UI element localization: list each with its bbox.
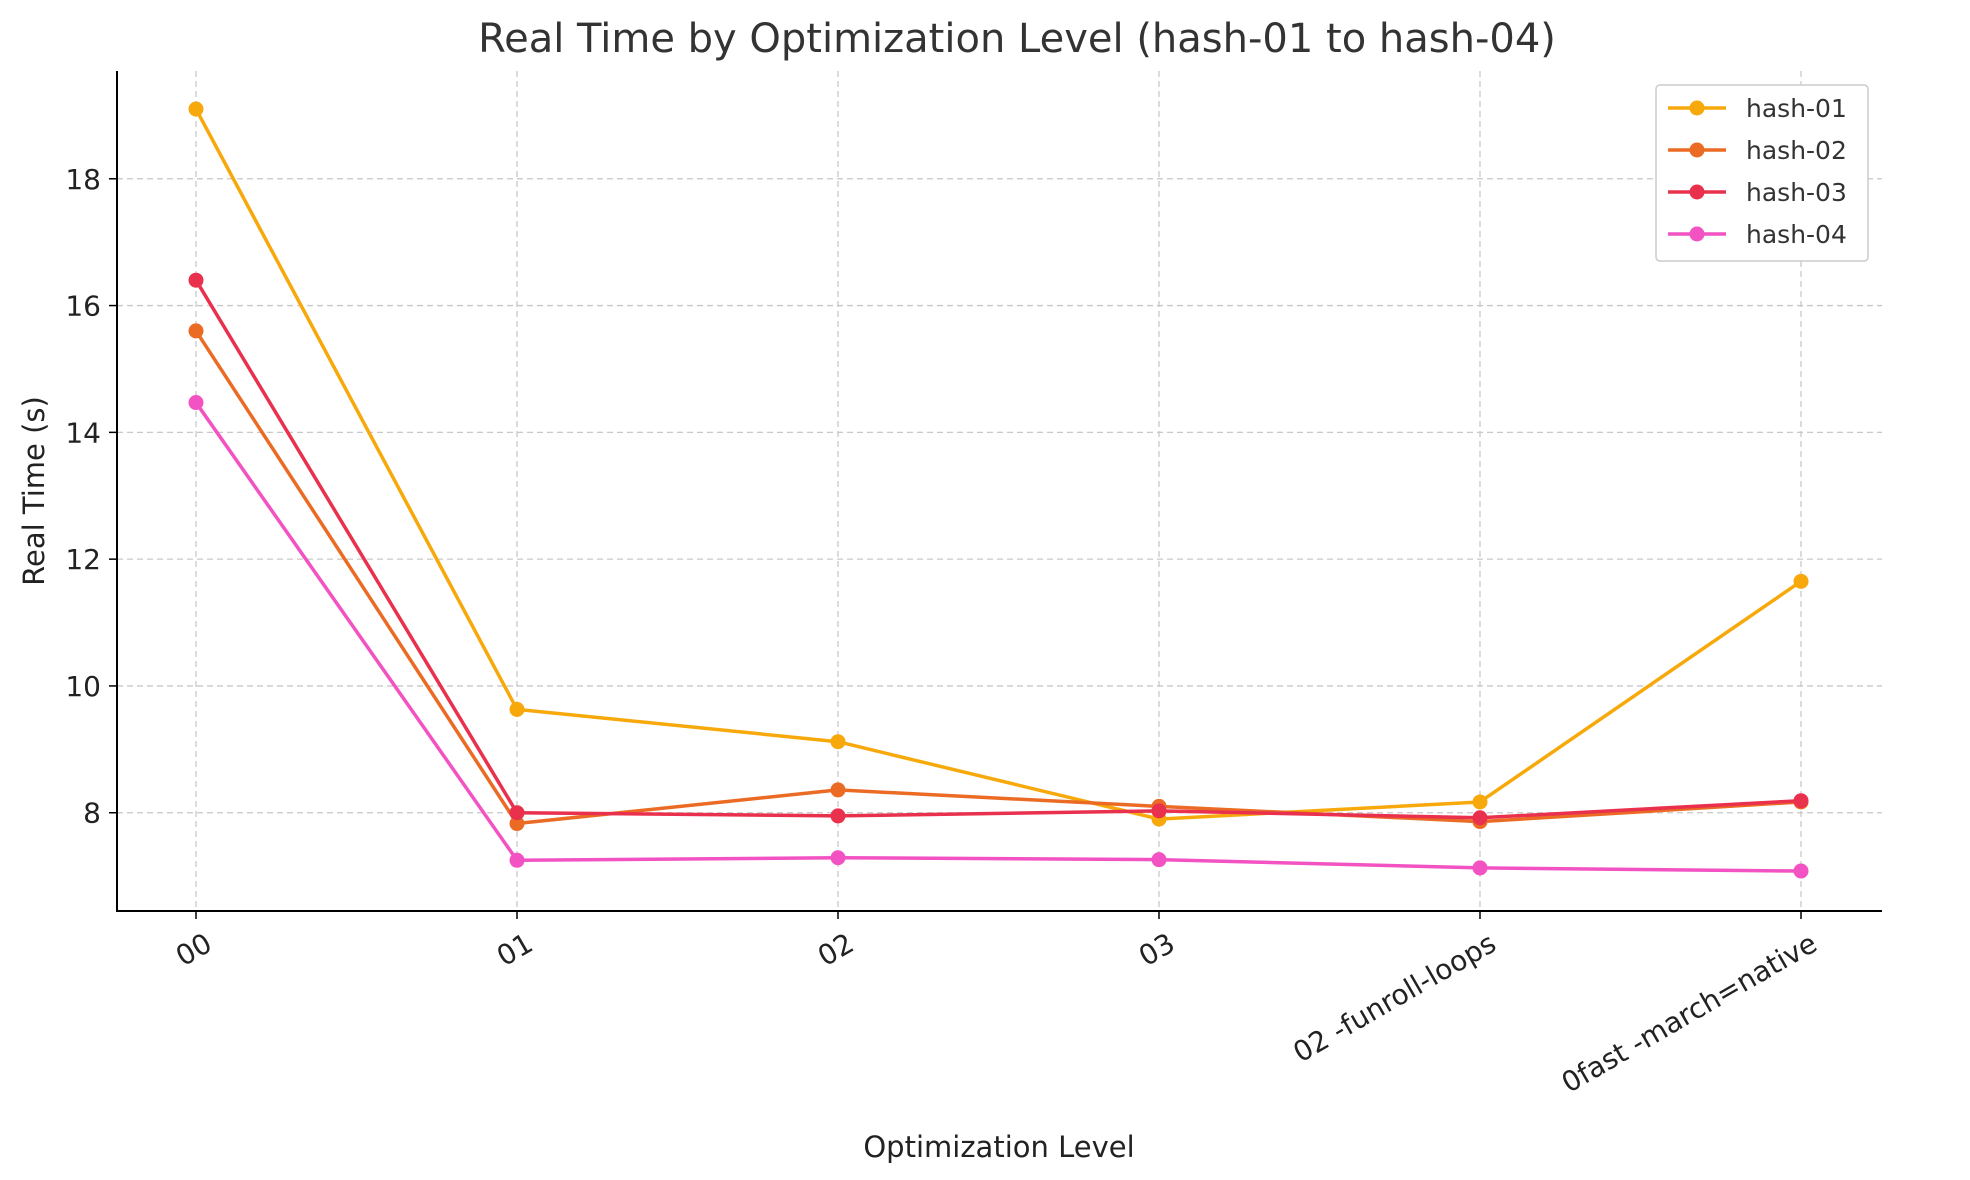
legend-swatch-marker (1689, 226, 1705, 242)
series-line (194, 279, 1802, 820)
x-tick-label: 01 (491, 926, 538, 972)
data-point (188, 101, 204, 117)
data-point (1793, 863, 1809, 879)
legend-item: hash-02 (1668, 136, 1847, 165)
legend-item: hash-01 (1668, 94, 1847, 123)
data-point (1793, 793, 1809, 809)
legend-swatch-marker (1689, 100, 1705, 116)
chart-title: Real Time by Optimization Level (hash-01… (478, 16, 1556, 62)
data-point (830, 782, 846, 798)
x-axis-label: Optimization Level (863, 1130, 1134, 1164)
legend-item: hash-04 (1668, 220, 1847, 249)
data-point (1151, 803, 1167, 819)
series-line (194, 329, 1802, 826)
y-axis-label: Real Time (s) (17, 396, 51, 586)
x-axis-ticks: 00 01 02 03 02 -funroll-loops 0fast -march=na… (170, 911, 1823, 1099)
legend-label: hash-01 (1746, 94, 1847, 123)
data-point (1793, 573, 1809, 589)
x-tick-label: 03 (1133, 926, 1180, 972)
data-point (509, 701, 525, 717)
grid-lines (117, 71, 1882, 911)
data-point (1472, 860, 1488, 876)
series-hash-03 (188, 272, 1809, 826)
data-point (188, 395, 204, 411)
axes (116, 71, 1882, 912)
x-tick-label: 00 (170, 926, 217, 972)
series-lines (188, 101, 1809, 879)
legend-swatch-marker (1689, 184, 1705, 200)
legend-label: hash-02 (1746, 136, 1847, 165)
data-point (1151, 852, 1167, 868)
data-point (509, 805, 525, 821)
legend-box (1655, 84, 1869, 262)
y-tick-label: 10 (65, 670, 101, 703)
x-tick-label: 02 (812, 926, 859, 972)
data-point (830, 734, 846, 750)
series-hash-04 (188, 395, 1809, 879)
series-line (194, 401, 1802, 873)
legend-label: hash-03 (1746, 178, 1847, 207)
x-tick-label: 02 -funroll-loops (1287, 926, 1501, 1069)
y-axis-ticks: 8 10 12 14 16 18 (65, 163, 117, 830)
y-tick-label: 16 (65, 290, 101, 323)
x-tick-label: 0fast -march=native (1556, 926, 1823, 1099)
data-point (509, 852, 525, 868)
y-tick-label: 12 (65, 543, 101, 576)
data-point (1472, 794, 1488, 810)
legend-label: hash-04 (1746, 220, 1847, 249)
data-point (188, 272, 204, 288)
data-point (830, 850, 846, 866)
data-point (188, 323, 204, 339)
y-tick-label: 8 (83, 797, 101, 830)
legend-swatch-marker (1689, 142, 1705, 158)
data-point (830, 808, 846, 824)
y-tick-label: 14 (65, 416, 101, 449)
y-tick-label: 18 (65, 163, 101, 196)
data-point (509, 816, 525, 832)
data-point (1472, 810, 1488, 826)
legend-item: hash-03 (1668, 178, 1847, 207)
series-hash-02 (188, 323, 1809, 832)
series-hash-01 (188, 101, 1809, 827)
legend: hash-01 hash-02 hash-03 hash-04 (1655, 84, 1869, 262)
series-line (194, 108, 1802, 821)
